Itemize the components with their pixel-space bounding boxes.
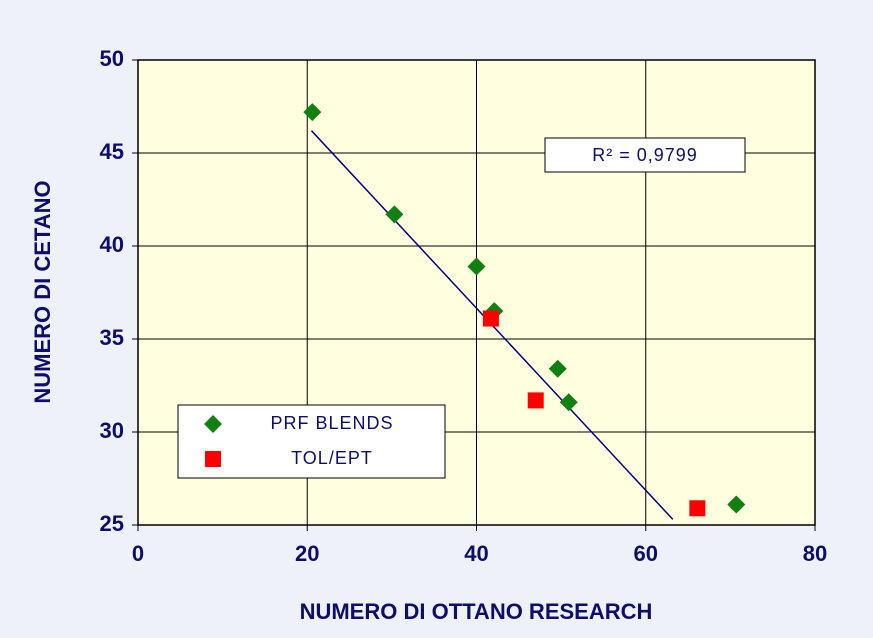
x-tick-label: 0 xyxy=(132,541,144,566)
point xyxy=(548,359,567,378)
y-tick-label: 25 xyxy=(100,511,124,536)
x-tick-label: 80 xyxy=(803,541,827,566)
y-tick-label: 30 xyxy=(100,418,124,443)
legend-box xyxy=(177,404,446,479)
point xyxy=(467,257,486,276)
point xyxy=(559,393,578,412)
annotation: R² = 0,9799 xyxy=(592,145,698,165)
legend-marker xyxy=(205,451,221,467)
point xyxy=(385,205,404,224)
point xyxy=(527,392,544,409)
plot-border xyxy=(137,59,816,526)
legend-marker xyxy=(204,415,222,433)
x-tick-label: 40 xyxy=(464,541,488,566)
legend-label: PRF BLENDS xyxy=(270,413,393,433)
x-axis-label: NUMERO DI OTTANO RESEARCH xyxy=(300,599,653,624)
point xyxy=(727,495,746,514)
x-tick-label: 20 xyxy=(295,541,319,566)
point xyxy=(482,310,499,327)
y-tick-label: 40 xyxy=(100,232,124,257)
y-axis-label: NUMERO DI CETANO xyxy=(30,180,55,403)
point xyxy=(689,500,706,517)
y-tick-label: 50 xyxy=(100,46,124,71)
legend-label: TOL/EPT xyxy=(291,448,373,468)
y-tick-label: 45 xyxy=(100,139,124,164)
point xyxy=(303,103,322,122)
y-tick-label: 35 xyxy=(100,325,124,350)
x-tick-label: 60 xyxy=(634,541,658,566)
annotation-box xyxy=(544,137,746,173)
